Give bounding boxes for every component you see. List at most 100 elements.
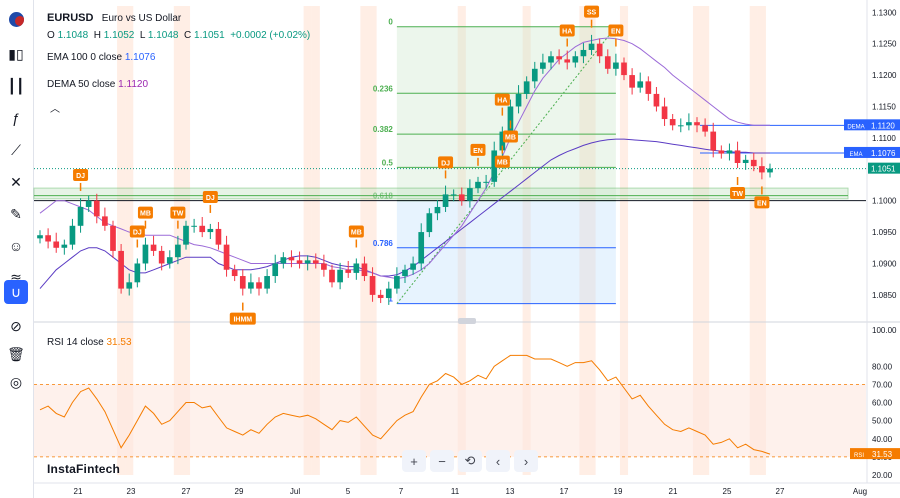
rsi-band: [34, 384, 866, 457]
candle-body: [296, 260, 303, 264]
rsi-tick-label: 20.00: [872, 471, 893, 480]
ema-value: 1.1076: [124, 52, 156, 63]
candle-body: [702, 125, 708, 132]
candle-body: [669, 119, 676, 126]
candle-body: [613, 62, 619, 69]
candle-body: [637, 81, 644, 88]
waves-icon[interactable]: ≋: [10, 269, 22, 286]
candle-body: [207, 228, 214, 233]
open-label: O: [47, 30, 55, 41]
price-label-box: [868, 146, 900, 158]
collapse-legend-icon[interactable]: ︿: [50, 104, 60, 115]
candle-body: [93, 200, 100, 217]
candle-body: [199, 225, 206, 233]
price-label-name-box: [844, 146, 868, 158]
event-marker-label: HA: [497, 98, 507, 105]
candle-body: [402, 269, 408, 277]
time-tick-label: Jul: [290, 487, 300, 496]
candle-body: [280, 257, 287, 264]
candle-body: [564, 59, 571, 63]
session-stripe: [757, 6, 766, 475]
event-marker-box: [584, 5, 600, 18]
ema-legend[interactable]: EMA 100 0 close 1.1076: [47, 52, 155, 64]
close-value: 1.1051: [194, 30, 225, 41]
time-tick-label: 5: [346, 487, 351, 496]
fib-level-label: 0.618: [373, 192, 394, 201]
fib-level-label: 0.382: [373, 125, 394, 134]
event-marker-label: SS: [587, 10, 597, 17]
high-label: H: [93, 30, 101, 41]
candles-icon[interactable]: ▮▯: [8, 45, 24, 62]
time-tick-label: 25: [723, 487, 732, 496]
dema-params: 50 close: [78, 79, 116, 90]
low-value: 1.1048: [147, 30, 179, 41]
low-label: L: [139, 30, 146, 41]
scroll-right-button[interactable]: ›: [514, 450, 538, 472]
rsi-tick-label: 60.00: [872, 399, 893, 408]
rsi-params: 14 close: [66, 337, 104, 348]
candle-body: [523, 81, 530, 94]
event-marker-box: [170, 206, 186, 219]
event-marker-label: MB: [140, 211, 151, 218]
time-tick-label: Aug: [853, 487, 867, 496]
emoji-icon[interactable]: ☺: [8, 238, 24, 254]
rsi-legend[interactable]: RSI 14 close 31.53: [47, 337, 132, 349]
candle-body: [158, 250, 165, 264]
reset-button[interactable]: ⟲: [458, 450, 482, 472]
session-stripe: [749, 6, 758, 475]
candle-body: [718, 150, 725, 154]
event-marker-box: [502, 130, 518, 143]
dema-legend[interactable]: DEMA 50 close 1.1120: [47, 79, 148, 91]
candle-body: [694, 122, 700, 126]
candle-body: [77, 206, 84, 226]
session-stripe: [311, 6, 320, 475]
dema-name: DEMA: [47, 79, 76, 90]
fib-zone: [396, 200, 616, 248]
rsi-label-name-box: [850, 448, 868, 460]
time-tick-label: 19: [614, 487, 623, 496]
trash-icon[interactable]: 🗑: [7, 345, 25, 362]
dema-value: 1.1120: [118, 79, 148, 90]
candle-body: [499, 131, 506, 151]
price-tick-label: 1.0900: [872, 259, 897, 268]
eye-off-icon[interactable]: ⊘: [10, 317, 22, 334]
price-tick-label: 1.1100: [872, 134, 896, 143]
candle-body: [191, 225, 197, 227]
snapshot-icon[interactable]: ◎: [9, 373, 23, 390]
candle-body: [248, 282, 254, 289]
rsi-tick-label: 40.00: [872, 435, 893, 444]
brush-icon[interactable]: ✎: [10, 205, 22, 222]
event-marker-label: HA: [562, 29, 572, 36]
scroll-left-button[interactable]: ‹: [486, 450, 510, 472]
bars-icon[interactable]: ┃┃: [7, 77, 25, 94]
candle-body: [288, 257, 295, 261]
session-stripe: [587, 6, 596, 475]
event-marker-label: EN: [473, 148, 483, 155]
session-stripe: [125, 6, 134, 475]
cross-lines-icon[interactable]: ✕: [10, 173, 22, 190]
price-label-name-box: [844, 119, 868, 131]
magnet-icon[interactable]: ∪: [4, 280, 28, 304]
candle-body: [118, 250, 124, 289]
candle-body: [426, 213, 433, 233]
candle-body: [621, 62, 627, 76]
candle-body: [710, 131, 717, 151]
candle-body: [458, 194, 465, 201]
session-stripe: [701, 6, 710, 475]
price-label-value: 1.1051: [871, 165, 896, 174]
flag-icon[interactable]: [9, 12, 24, 27]
zoom-out-button[interactable]: −: [430, 450, 454, 472]
candle-body: [304, 260, 311, 264]
event-marker-box: [494, 155, 510, 168]
event-marker-label: TW: [732, 191, 743, 198]
session-stripe: [368, 6, 377, 475]
rsi-line: [39, 354, 771, 455]
session-stripe: [117, 6, 126, 475]
candle-body: [175, 244, 181, 258]
event-marker-label: EN: [757, 200, 767, 207]
zoom-in-button[interactable]: +: [402, 450, 426, 472]
candle-body: [726, 150, 733, 154]
fx-icon[interactable]: ƒ: [12, 110, 20, 126]
pitchfork-icon[interactable]: ⟋: [11, 141, 21, 158]
